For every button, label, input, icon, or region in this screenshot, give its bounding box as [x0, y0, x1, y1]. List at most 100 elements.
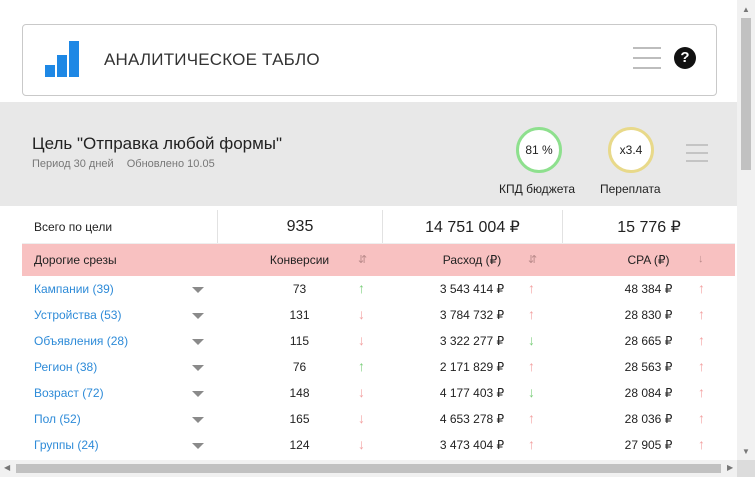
cpa-trend-icon: ↑ [698, 384, 705, 400]
cpa-trend-icon: ↑ [698, 436, 705, 452]
table-row: Устройства (53) 131 ↓ 3 784 732 ₽ ↑ 28 830 ₽ ↑ [22, 302, 735, 328]
row-cpa: 27 905 ₽ [624, 438, 673, 452]
cpa-trend-icon: ↑ [698, 306, 705, 322]
row-spend: 3 322 277 ₽ [439, 334, 505, 348]
cpa-trend-icon: ↑ [698, 280, 705, 296]
expand-caret-icon[interactable] [192, 391, 204, 397]
segment-link[interactable]: Устройства (53) [34, 308, 122, 322]
overpay-label: Переплата [600, 182, 661, 196]
cpa-trend-icon: ↑ [698, 332, 705, 348]
row-conversions: 115 [289, 334, 310, 348]
header-segments: Дорогие срезы [34, 253, 117, 267]
goal-panel: Цель "Отправка любой формы" Период 30 дн… [0, 102, 737, 206]
header-conversions[interactable]: Конверсии [269, 253, 330, 267]
segment-link[interactable]: Пол (52) [34, 412, 81, 426]
row-conversions: 73 [292, 282, 307, 296]
row-spend: 3 543 414 ₽ [439, 282, 505, 296]
conversions-trend-icon: ↑ [358, 358, 365, 374]
sort-spend-icon[interactable]: ⇵ [528, 254, 538, 266]
segment-link[interactable]: Регион (38) [34, 360, 98, 374]
spend-trend-icon: ↓ [528, 332, 535, 348]
row-cpa: 28 084 ₽ [624, 386, 673, 400]
conversions-trend-icon: ↓ [358, 384, 365, 400]
expand-caret-icon[interactable] [192, 443, 204, 449]
expand-caret-icon[interactable] [192, 339, 204, 345]
horizontal-scrollbar[interactable]: ◀ ▶ [0, 460, 737, 477]
table-row: Пол (52) 165 ↓ 4 653 278 ₽ ↑ 28 036 ₽ ↑ [22, 406, 735, 432]
bar-chart-logo-icon [45, 41, 83, 77]
total-spend: 14 751 004 ₽ [382, 210, 562, 243]
expand-caret-icon[interactable] [192, 287, 204, 293]
row-spend: 3 784 732 ₽ [439, 308, 505, 322]
segments-rows: Кампании (39) 73 ↑ 3 543 414 ₽ ↑ 48 384 ₽ ↑ Уст… [22, 276, 735, 458]
goal-menu-icon[interactable] [686, 144, 708, 162]
spend-trend-icon: ↑ [528, 410, 535, 426]
total-label: Всего по цели [34, 219, 113, 234]
table-row: Кампании (39) 73 ↑ 3 543 414 ₽ ↑ 48 384 ₽ ↑ [22, 276, 735, 302]
scroll-left-icon[interactable]: ◀ [4, 463, 11, 472]
vertical-scrollbar[interactable]: ▲ ▼ [737, 0, 755, 460]
table-row: Регион (38) 76 ↑ 2 171 829 ₽ ↑ 28 563 ₽ ↑ [22, 354, 735, 380]
segment-link[interactable]: Объявления (28) [34, 334, 129, 348]
spend-trend-icon: ↑ [528, 358, 535, 374]
cpa-trend-icon: ↑ [698, 410, 705, 426]
horizontal-scroll-thumb[interactable] [16, 464, 721, 473]
conversions-trend-icon: ↓ [358, 332, 365, 348]
segment-link[interactable]: Возраст (72) [34, 386, 104, 400]
conversions-trend-icon: ↓ [358, 436, 365, 452]
row-spend: 2 171 829 ₽ [439, 360, 505, 374]
row-cpa: 28 563 ₽ [624, 360, 673, 374]
row-conversions: 148 [289, 386, 310, 400]
overpay-ring: x3.4 [608, 127, 654, 173]
segment-link[interactable]: Группы (24) [34, 438, 99, 452]
header-spend[interactable]: Расход (₽) [442, 253, 502, 267]
row-cpa: 28 830 ₽ [624, 308, 673, 322]
table-row: Группы (24) 124 ↓ 3 473 404 ₽ ↑ 27 905 ₽ ↑ [22, 432, 735, 458]
sort-conversions-icon[interactable]: ⇵ [358, 254, 368, 266]
expand-caret-icon[interactable] [192, 417, 204, 423]
spend-trend-icon: ↑ [528, 306, 535, 322]
row-cpa: 28 036 ₽ [624, 412, 673, 426]
header-card: АНАЛИТИЧЕСКОЕ ТАБЛО ? [22, 24, 717, 96]
spend-trend-icon: ↑ [528, 436, 535, 452]
cpa-trend-icon: ↑ [698, 358, 705, 374]
goal-meta: Период 30 дней Обновлено 10.05 [32, 158, 215, 170]
row-spend: 4 177 403 ₽ [439, 386, 505, 400]
scroll-down-icon[interactable]: ▼ [742, 447, 750, 456]
conversions-trend-icon: ↓ [358, 306, 365, 322]
scroll-up-icon[interactable]: ▲ [742, 5, 750, 14]
total-conversions: 935 [217, 210, 382, 243]
sort-cpa-icon[interactable]: ↓ [698, 253, 704, 265]
row-conversions: 165 [289, 412, 310, 426]
total-row: Всего по цели 935 14 751 004 ₽ 15 776 ₽ [22, 210, 735, 244]
scrollbar-corner [737, 460, 755, 477]
menu-icon[interactable] [633, 47, 661, 69]
kpd-label: КПД бюджета [499, 182, 576, 196]
goal-period: Период 30 дней [32, 158, 114, 170]
row-conversions: 76 [292, 360, 307, 374]
header-cpa[interactable]: CPA (₽) [627, 253, 670, 267]
vertical-scroll-thumb[interactable] [741, 18, 751, 170]
conversions-trend-icon: ↑ [358, 280, 365, 296]
goal-updated: Обновлено 10.05 [126, 158, 215, 170]
segments-table: Всего по цели 935 14 751 004 ₽ 15 776 ₽ … [22, 210, 735, 458]
conversions-trend-icon: ↓ [358, 410, 365, 426]
table-row: Возраст (72) 148 ↓ 4 177 403 ₽ ↓ 28 084 ₽ ↑ [22, 380, 735, 406]
expand-caret-icon[interactable] [192, 365, 204, 371]
row-spend: 3 473 404 ₽ [439, 438, 505, 452]
total-cpa: 15 776 ₽ [562, 210, 735, 243]
goal-title: Цель "Отправка любой формы" [32, 134, 283, 153]
row-cpa: 28 665 ₽ [624, 334, 673, 348]
kpd-ring: 81 % [516, 127, 562, 173]
app-title: АНАЛИТИЧЕСКОЕ ТАБЛО [104, 50, 320, 69]
row-conversions: 131 [289, 308, 310, 322]
scroll-right-icon[interactable]: ▶ [727, 463, 734, 472]
help-icon[interactable]: ? [674, 47, 696, 69]
row-cpa: 48 384 ₽ [624, 282, 673, 296]
spend-trend-icon: ↑ [528, 280, 535, 296]
dashboard-viewport: АНАЛИТИЧЕСКОЕ ТАБЛО ? Цель "Отправка люб… [0, 24, 737, 458]
row-spend: 4 653 278 ₽ [439, 412, 505, 426]
segment-link[interactable]: Кампании (39) [34, 282, 114, 296]
expand-caret-icon[interactable] [192, 313, 204, 319]
table-row: Объявления (28) 115 ↓ 3 322 277 ₽ ↓ 28 665 ₽ ↑ [22, 328, 735, 354]
